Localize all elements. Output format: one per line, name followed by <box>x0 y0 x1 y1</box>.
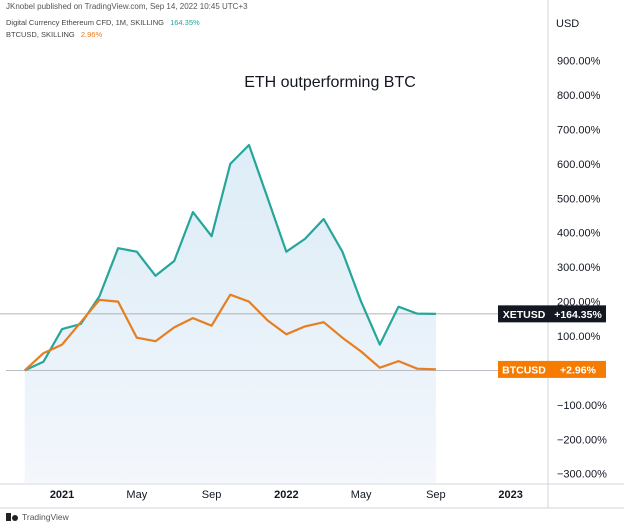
y-tick-label: 900.00% <box>557 56 601 68</box>
y-tick-label: 300.00% <box>557 262 601 274</box>
y-tick-label: 100.00% <box>557 331 601 343</box>
y-tick-label: −300.00% <box>557 469 607 481</box>
y-tick-label: 800.00% <box>557 90 601 102</box>
chart-title: ETH outperforming BTC <box>244 74 416 91</box>
y-tick-label: −200.00% <box>557 434 607 446</box>
series-value-label: +2.96% <box>560 364 597 376</box>
x-tick-label: Sep <box>426 489 446 501</box>
x-tick-label: 2023 <box>498 489 522 501</box>
y-tick-label: 700.00% <box>557 124 601 136</box>
x-tick-label: Sep <box>202 489 222 501</box>
tradingview-logo-icon <box>6 513 18 521</box>
y-tick-label: 600.00% <box>557 159 601 171</box>
y-tick-label: −100.00% <box>557 400 607 412</box>
y-tick-label: 400.00% <box>557 228 601 240</box>
y-tick-label: 500.00% <box>557 193 601 205</box>
x-tick-label: 2022 <box>274 489 298 501</box>
x-tick-label: May <box>351 489 372 501</box>
series-name-label: XETUSD <box>503 309 546 321</box>
brand-label: TradingView <box>22 512 69 522</box>
series-value-label: +164.35% <box>554 309 602 321</box>
series-name-label: BTCUSD <box>502 364 546 376</box>
x-tick-label: 2021 <box>50 489 74 501</box>
x-tick-label: May <box>126 489 147 501</box>
footer: TradingView <box>6 512 69 522</box>
